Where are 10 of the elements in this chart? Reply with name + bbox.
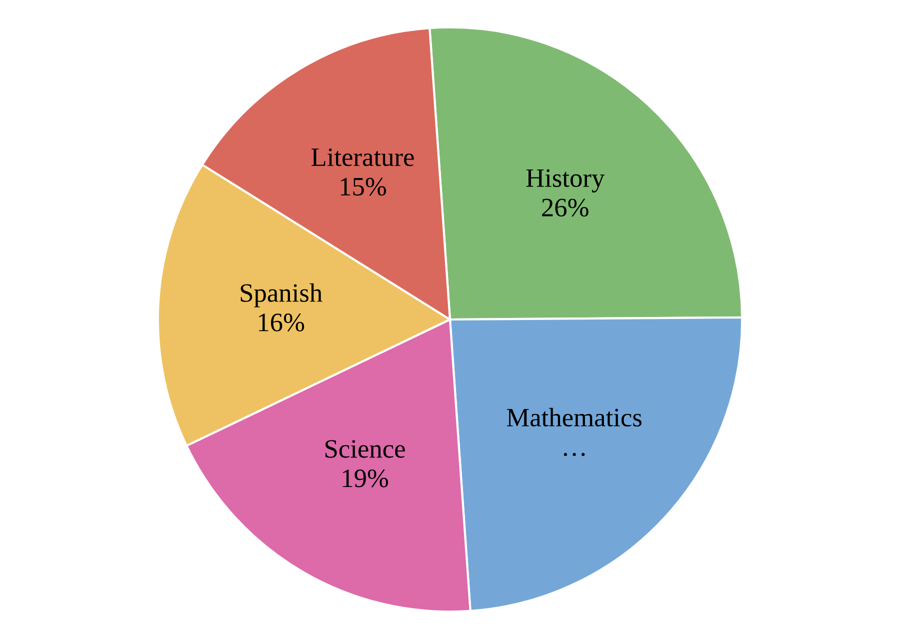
slice-label: Spanish (240, 283, 322, 308)
slice-label: History (526, 169, 605, 192)
data-label: … (564, 452, 585, 456)
slice-label: Literature (311, 148, 414, 166)
slice-label: Mathematics (506, 408, 642, 427)
data-label: 26% (542, 198, 588, 217)
slice-label: Science (326, 440, 405, 458)
data-label: 19% (342, 469, 388, 488)
data-label: 16% (258, 314, 304, 332)
data-label: 15% (340, 178, 386, 196)
